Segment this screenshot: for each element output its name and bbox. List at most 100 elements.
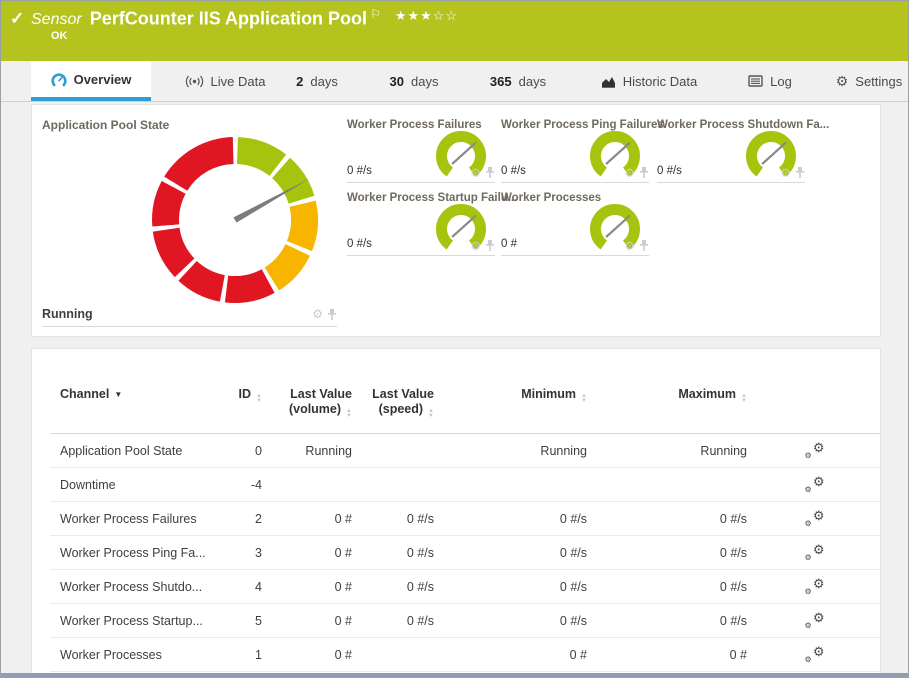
main-gauge-value: Running	[42, 307, 93, 321]
gauge-value: 0 #	[501, 238, 517, 250]
gauge-tile-worker-process-startup-failures: Worker Process Startup Failu... 0 #/s ⚙	[347, 192, 517, 256]
gauge-value: 0 #/s	[501, 165, 526, 177]
sort-icon: ▲ ▼	[581, 393, 587, 404]
pin-icon[interactable]	[327, 308, 337, 320]
column-last-value-speed[interactable]: Last Value (speed) ▲ ▼	[372, 387, 434, 419]
column-channel[interactable]: Channel ▼	[60, 387, 123, 401]
table-row[interactable]: Worker Processes 1 0 # 0 # 0 # ⚙ ⚙	[32, 638, 880, 672]
application-pool-state-gauge	[152, 137, 319, 304]
cell-speed: 0 #/s	[406, 614, 434, 628]
channel-settings-gears-icon[interactable]: ⚙ ⚙	[804, 644, 825, 664]
column-id[interactable]: ID ▲ ▼	[238, 387, 262, 404]
channel-settings-gears-icon[interactable]: ⚙ ⚙	[804, 542, 825, 562]
pin-icon[interactable]	[485, 167, 495, 178]
tab-bar: Overview Live Data 2 days 30 days 365 da…	[1, 61, 908, 102]
gear-icon[interactable]: ⚙	[624, 165, 635, 180]
tab-live-data[interactable]: Live Data	[179, 61, 271, 101]
tab-label: Log	[770, 73, 792, 89]
gauge-title: Worker Process Shutdown Fa...	[657, 119, 830, 131]
gauge-value: 0 #/s	[347, 165, 372, 177]
pin-icon[interactable]	[485, 240, 495, 251]
channel-settings-gears-icon[interactable]: ⚙ ⚙	[804, 610, 825, 630]
tab-overview[interactable]: Overview	[31, 61, 151, 101]
cell-id: 0	[255, 444, 262, 458]
channel-settings-gears-icon[interactable]: ⚙ ⚙	[804, 474, 825, 494]
gauge-tile-worker-processes: Worker Processes 0 # ⚙	[501, 192, 649, 256]
cell-max: 0 #/s	[719, 512, 747, 526]
column-last-value-volume[interactable]: Last Value (volume) ▲ ▼	[288, 387, 352, 419]
overview-gauges-panel: Application Pool State Running ⚙ Worker …	[31, 104, 881, 337]
cell-max: 0 #/s	[719, 580, 747, 594]
cell-min: 0 #/s	[559, 614, 587, 628]
gauge-title: Worker Processes	[501, 192, 602, 204]
gauge-tile-worker-process-failures: Worker Process Failures 0 #/s ⚙	[347, 119, 495, 183]
sort-icon: ▲ ▼	[256, 393, 262, 404]
table-body: Application Pool State 0 Running Running Run…	[32, 434, 880, 672]
cell-vol: 0 #	[334, 546, 352, 560]
cell-channel: Worker Process Startup...	[60, 614, 203, 628]
channel-settings-gears-icon[interactable]: ⚙ ⚙	[804, 576, 825, 596]
mini-gauge	[746, 131, 796, 177]
tab-label: days	[310, 73, 338, 89]
column-maximum[interactable]: Maximum ▲ ▼	[678, 387, 747, 404]
sensor-header: ✓ Sensor PerfCounter IIS Application Pool…	[1, 1, 908, 61]
cell-min: 0 #/s	[559, 546, 587, 560]
cell-id: -4	[250, 478, 262, 492]
gauge-tile-worker-process-shutdown-failures: Worker Process Shutdown Fa... 0 #/s ⚙	[657, 119, 829, 183]
cell-vol: 0 #	[334, 614, 352, 628]
tab-2-days[interactable]: 2 days	[286, 61, 348, 101]
tab-30-days[interactable]: 30 days	[381, 61, 447, 101]
channel-settings-gears-icon[interactable]: ⚙ ⚙	[804, 440, 825, 460]
cell-vol: 0 #	[334, 512, 352, 526]
page-title: PerfCounter IIS Application Pool	[89, 8, 368, 29]
cell-id: 3	[255, 546, 262, 560]
mini-gauge	[590, 204, 640, 250]
tab-settings[interactable]: ⚙ Settings	[829, 61, 908, 101]
cell-channel: Worker Processes	[60, 648, 162, 662]
cell-vol: Running	[305, 444, 352, 458]
tab-historic-data[interactable]: Historic Data	[591, 61, 707, 101]
sensor-kicker: Sensor	[31, 11, 82, 29]
cell-speed: 0 #/s	[406, 580, 434, 594]
gear-icon[interactable]: ⚙	[624, 238, 635, 253]
cell-speed: 0 #/s	[406, 512, 434, 526]
table-row[interactable]: Application Pool State 0 Running Running Run…	[32, 434, 880, 468]
tab-label: days	[411, 73, 439, 89]
cell-channel: Downtime	[60, 478, 116, 492]
table-row[interactable]: Worker Process Shutdo... 4 0 # 0 #/s 0 #/s 0 …	[32, 570, 880, 604]
sort-desc-icon: ▼	[114, 390, 123, 399]
table-row[interactable]: Worker Process Failures 2 0 # 0 #/s 0 #/s 0 #…	[32, 502, 880, 536]
gauge-icon	[50, 72, 67, 87]
gauge-value: 0 #/s	[347, 238, 372, 250]
gear-icon[interactable]: ⚙	[780, 165, 791, 180]
cell-id: 2	[255, 512, 262, 526]
cell-max: 0 #/s	[719, 546, 747, 560]
gear-icon[interactable]: ⚙	[470, 238, 481, 253]
tab-number: 365	[489, 73, 512, 89]
table-row[interactable]: Worker Process Startup... 5 0 # 0 #/s 0 #/s 0…	[32, 604, 880, 638]
gear-icon[interactable]: ⚙	[470, 165, 481, 180]
table-row[interactable]: Worker Process Ping Fa... 3 0 # 0 #/s 0 #/s 0…	[32, 536, 880, 570]
tab-label: days	[518, 73, 547, 89]
tab-label: Live Data	[210, 73, 266, 89]
channel-settings-gears-icon[interactable]: ⚙ ⚙	[804, 508, 825, 528]
table-row[interactable]: Downtime -4 ⚙ ⚙	[32, 468, 880, 502]
tab-log[interactable]: Log	[739, 61, 801, 101]
tab-365-days[interactable]: 365 days	[479, 61, 557, 101]
priority-stars[interactable]: ★★★☆☆	[394, 8, 459, 24]
pin-icon[interactable]	[639, 240, 649, 251]
mini-gauge	[436, 204, 486, 250]
cell-id: 4	[255, 580, 262, 594]
historic-chart-icon	[601, 75, 616, 88]
pin-icon[interactable]	[639, 167, 649, 178]
sort-icon: ▲ ▼	[741, 393, 747, 404]
column-minimum[interactable]: Minimum ▲ ▼	[521, 387, 587, 404]
gauge-tile-worker-process-ping-failures: Worker Process Ping Failures 0 #/s ⚙	[501, 119, 664, 183]
priority-flag-icon[interactable]: ⚐	[370, 7, 381, 21]
status-badge: OK	[51, 30, 68, 42]
pin-icon[interactable]	[795, 167, 805, 178]
gear-icon[interactable]: ⚙	[312, 307, 323, 321]
main-gauge-title: Application Pool State	[42, 118, 170, 132]
cell-min: 0 #/s	[559, 580, 587, 594]
